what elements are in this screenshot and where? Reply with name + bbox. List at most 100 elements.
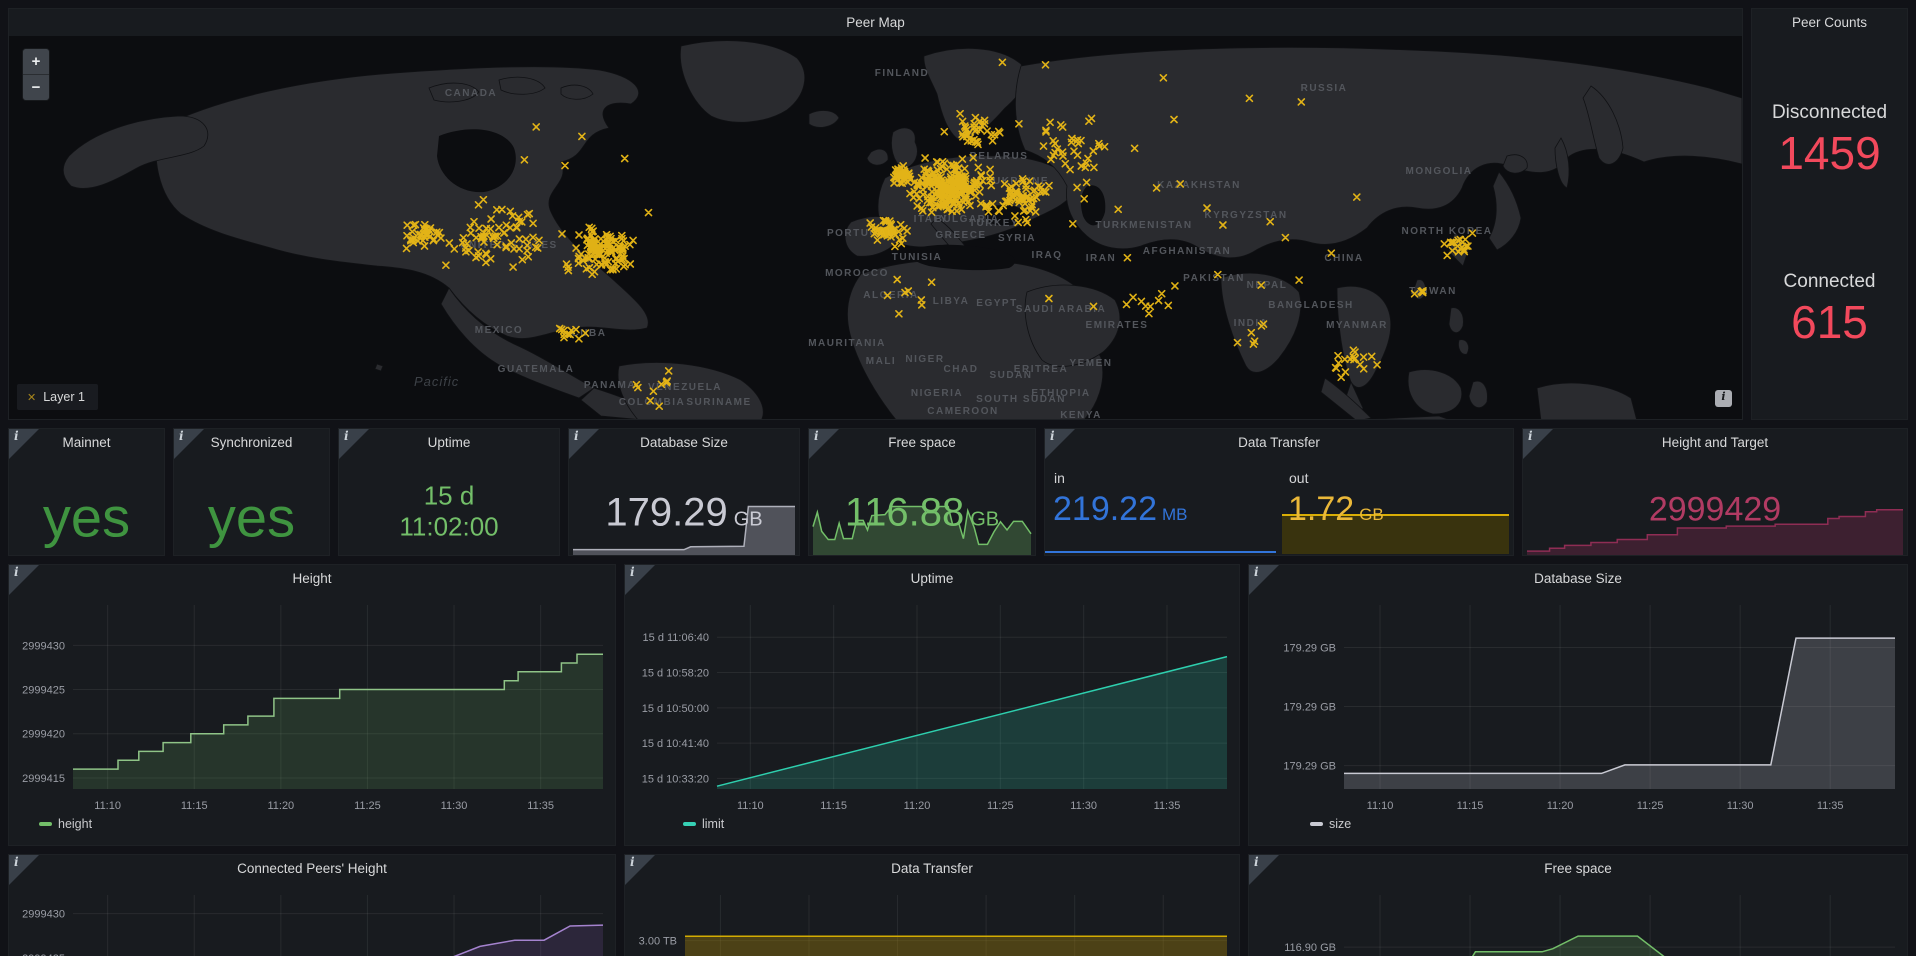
chart-legend: limit [683, 817, 724, 831]
stat-value: 116.88 GB [809, 491, 1035, 536]
legend-item-limit[interactable]: limit [683, 817, 724, 831]
panel-uptime: i Uptime 15 d 10:33:20 15 d 10:41:40 15 d 10… [624, 564, 1240, 846]
panel-info-corner-icon[interactable]: i [1523, 429, 1553, 459]
x-axis-tick: 11:25 [1637, 800, 1664, 812]
panel-info-corner-icon[interactable]: i [9, 855, 39, 885]
panel-info-corner-icon[interactable]: i [809, 429, 839, 459]
x-axis-tick: 11:25 [354, 800, 381, 812]
y-axis-tick: 15 d 10:50:00 [642, 703, 709, 715]
y-axis-tick: 179.29 GB [1283, 761, 1336, 773]
map-zoom-in-button[interactable]: + [23, 49, 49, 74]
stat-label: Connected [1783, 271, 1876, 293]
panel-title: Connected Peers' Height [237, 861, 387, 876]
chart-grid [1344, 605, 1895, 789]
stat-body: in 219.22 MB out 1.72 GB [1045, 456, 1513, 555]
layer-label: Layer 1 [43, 390, 85, 404]
x-axis-tick: 11:15 [820, 800, 847, 812]
panel-info-corner-icon[interactable]: i [9, 429, 39, 459]
stat-out: out 1.72 GB [1280, 456, 1513, 555]
map-zoom-out-button[interactable]: − [23, 75, 49, 100]
panel-info-corner-icon[interactable]: i [1249, 565, 1279, 595]
country-label: GUATEMALA [498, 364, 575, 375]
country-label: EGYPT [976, 298, 1017, 309]
country-label: IRAN [1086, 253, 1116, 264]
country-label: TAIWAN [1409, 286, 1457, 297]
x-axis-tick: 11:30 [441, 800, 468, 812]
in-sparkline [1045, 551, 1276, 553]
panel-free-space: i Free space 116.88 GB [808, 428, 1036, 556]
chart-legend: size [1310, 817, 1351, 831]
chart-plot[interactable]: 2999415 2999420 2999425 2999430 11:10 11:15 11… [9, 565, 615, 845]
stat-unit: MB [1162, 505, 1188, 524]
country-label: INDIA [1234, 318, 1269, 329]
country-label: CANADA [445, 88, 497, 99]
panel-info-corner-icon[interactable]: i [569, 429, 599, 459]
map-attribution-icon[interactable]: i [1715, 390, 1732, 407]
country-label: ERITREA [1014, 364, 1068, 375]
series-area [73, 654, 603, 789]
stat-number: 179.29 [605, 490, 728, 535]
world-map[interactable]: CANADA UNITED STATES MEXICO CUBA GUATEMALA PA… [9, 36, 1742, 419]
country-label: PANAMA [584, 380, 636, 391]
chart-grid [1344, 895, 1895, 956]
country-label: MYANMAR [1326, 320, 1388, 331]
series-line [453, 924, 604, 956]
peer-markers [402, 58, 1477, 410]
panel-info-corner-icon[interactable]: i [174, 429, 204, 459]
legend-item-height[interactable]: height [39, 817, 92, 831]
panel-title: Database Size [640, 435, 728, 450]
panel-title: Uptime [427, 435, 471, 450]
panel-database-size: i Database Size 179.29 GB [568, 428, 800, 556]
panel-info-corner-icon[interactable]: i [1249, 855, 1279, 885]
country-label: TURKMENISTAN [1095, 220, 1192, 231]
stat-value: 2999429 [1523, 491, 1907, 530]
layer-marker-icon: ✕ [27, 392, 37, 404]
panel-info-corner-icon[interactable]: i [339, 429, 369, 459]
legend-swatch-icon [39, 822, 52, 826]
stat-label: out [1289, 470, 1309, 486]
country-label: RUSSIA [1301, 83, 1348, 94]
chart-plot[interactable]: 179.29 GB 179.29 GB 179.29 GB 11:10 11:15 11:… [1249, 565, 1907, 845]
country-label: NIGER [905, 354, 944, 365]
stat-value: 1459 [1778, 126, 1881, 179]
panel-info-corner-icon[interactable]: i [625, 565, 655, 595]
panel-title: Data Transfer [891, 861, 973, 876]
map-layer-toggle[interactable]: ✕ Layer 1 [17, 384, 98, 410]
panel-title: Free space [1544, 861, 1612, 876]
series-line [73, 653, 603, 770]
x-axis-tick: 11:35 [1154, 800, 1181, 812]
panel-info-corner-icon[interactable]: i [625, 855, 655, 885]
y-axis-tick: 2999415 [22, 773, 65, 785]
country-label: IRAQ [1032, 250, 1063, 261]
stat-value: 15 d 11:02:00 [339, 481, 559, 542]
panel-info-corner-icon[interactable]: i [1045, 429, 1075, 459]
panel-title-peer-counts: Peer Counts [1791, 15, 1868, 30]
chart-plot[interactable]: 15 d 10:33:20 15 d 10:41:40 15 d 10:50:00 1… [625, 565, 1239, 845]
country-label: TUNISIA [892, 252, 943, 263]
y-axis-tick: 179.29 GB [1283, 702, 1336, 714]
legend-item-size[interactable]: size [1310, 817, 1351, 831]
panel-peer-map: Peer Map CANADA UNITED STATES MEXICO CUBA GU… [8, 8, 1743, 420]
country-label: PORTUGAL [827, 228, 895, 239]
stat-disconnected: Disconnected 1459 [1752, 102, 1907, 176]
stat-value-line: 15 d [423, 480, 475, 511]
panel-data-transfer: i Data Transfer in 219.22 MB out 1.72 GB [1044, 428, 1514, 556]
stat-number: 1.72 [1288, 490, 1355, 528]
y-axis-tick: 2999425 [22, 953, 65, 956]
y-axis-tick: 15 d 10:41:40 [642, 738, 709, 750]
country-label: MOROCCO [825, 268, 889, 279]
series-line [1471, 935, 1665, 956]
panel-mainnet: i Mainnet yes [8, 428, 165, 556]
chart-plot[interactable]: 2999430299942511:1011:1511:2011:2511:301… [9, 855, 615, 956]
stat-value: yes [207, 485, 296, 549]
panel-info-corner-icon[interactable]: i [9, 565, 39, 595]
y-axis-tick: 3.00 TB [639, 936, 677, 948]
x-axis-tick: 11:20 [1547, 800, 1574, 812]
ocean-label: Pacific [414, 374, 460, 389]
